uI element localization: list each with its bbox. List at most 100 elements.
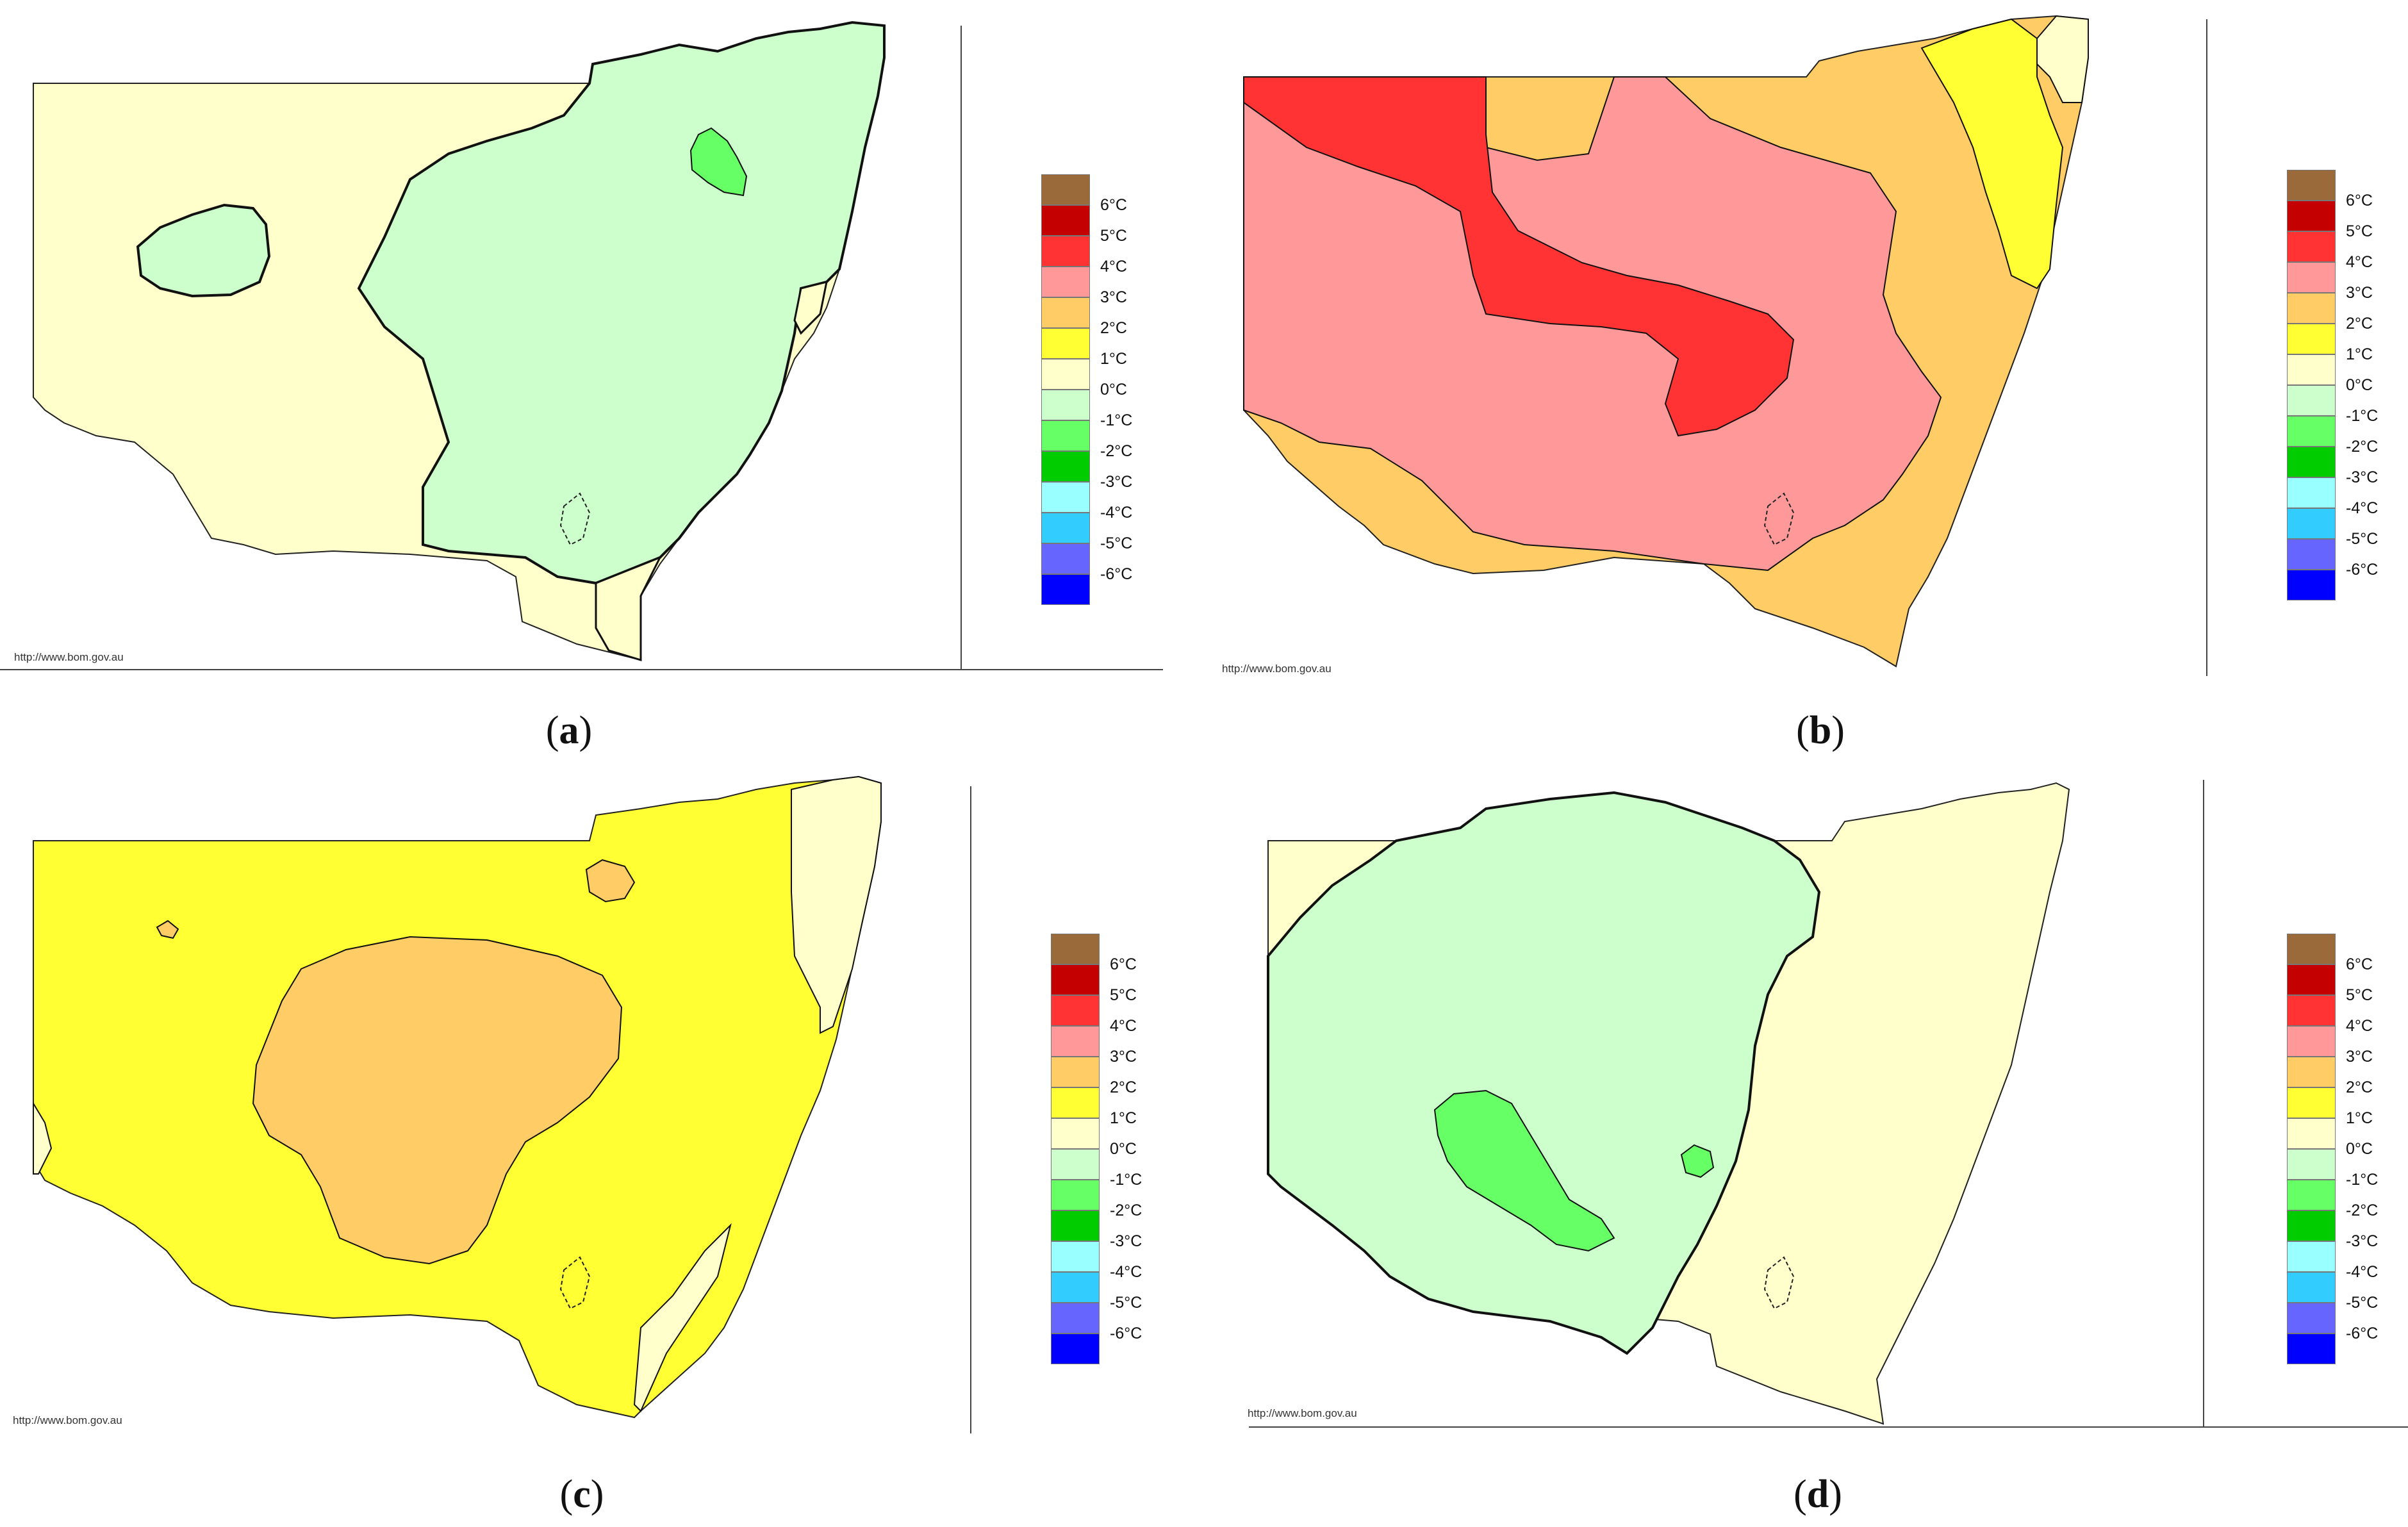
legend-label-c-3: 3°C (1110, 1048, 1137, 1066)
legend-label-a-9: -3°C (1100, 473, 1133, 491)
legend-label-b-9: -3°C (2346, 468, 2379, 486)
legend-swatch-d-5 (2287, 1087, 2336, 1118)
zone-orange-north (585, 859, 636, 903)
legend-swatch-a-10 (1041, 482, 1090, 513)
alpine-outline-a (559, 492, 591, 546)
source-url-d: http://www.bom.gov.au (1248, 1407, 1357, 1419)
legend-swatch-b-3 (2287, 262, 2336, 293)
legend-swatch-d-6 (2287, 1118, 2336, 1149)
legend-swatch-a-8 (1041, 420, 1090, 451)
legend-swatch-b-12 (2287, 539, 2336, 570)
legend-swatch-a-5 (1041, 328, 1090, 359)
zone-orange-center (252, 936, 623, 1265)
legend-label-b-3: 3°C (2346, 284, 2373, 302)
nsw-map-b (1243, 15, 2207, 676)
legend-label-a-3: 3°C (1100, 288, 1127, 306)
legend-swatch-d-10 (2287, 1241, 2336, 1272)
legend-swatch-d-9 (2287, 1210, 2336, 1241)
legend-label-b-0: 6°C (2346, 192, 2373, 210)
legend-label-a-11: -5°C (1100, 534, 1133, 552)
legend-swatch-b-10 (2287, 477, 2336, 508)
legend-label-d-12: -6°C (2346, 1325, 2379, 1342)
legend-label-b-6: 0°C (2346, 376, 2373, 394)
nsw-map-a (0, 21, 1163, 670)
caption-a: (a) (545, 709, 593, 752)
legend-swatch-a-13 (1041, 574, 1090, 605)
legend-swatch-c-7 (1051, 1149, 1100, 1180)
legend-swatch-c-1 (1051, 964, 1100, 995)
source-url-a: http://www.bom.gov.au (14, 651, 124, 663)
legend-swatch-a-11 (1041, 513, 1090, 543)
zone-cream-southeast-c (633, 1223, 732, 1412)
legend-swatch-a-2 (1041, 236, 1090, 267)
legend-swatch-c-3 (1051, 1026, 1100, 1057)
legend-swatch-a-1 (1041, 205, 1090, 236)
legend-swatch-b-11 (2287, 508, 2336, 539)
legend-label-a-4: 2°C (1100, 319, 1127, 337)
legend-label-d-2: 4°C (2346, 1017, 2373, 1035)
zone-yellow-northeast (1920, 18, 2064, 290)
legend-label-b-10: -4°C (2346, 499, 2379, 517)
legend-swatch-c-13 (1051, 1333, 1100, 1364)
legend-label-a-12: -6°C (1100, 565, 1133, 583)
legend-label-d-6: 0°C (2346, 1140, 2373, 1158)
legend-swatch-c-4 (1051, 1057, 1100, 1087)
legend-swatch-a-0 (1041, 174, 1090, 205)
temperature-anomaly-zones-c (33, 775, 882, 1419)
legend-swatch-c-11 (1051, 1272, 1100, 1303)
legend-label-d-3: 3°C (2346, 1048, 2373, 1066)
legend-swatch-b-8 (2287, 416, 2336, 447)
alpine-outline-d (1763, 1256, 1795, 1310)
legend-swatch-b-4 (2287, 293, 2336, 324)
map-panel-a: http://www.bom.gov.au 6°C 5°C 4°C 3°C 2°C 1°C… (0, 0, 1204, 764)
legend-swatch-c-9 (1051, 1210, 1100, 1241)
legend-swatch-d-7 (2287, 1149, 2336, 1180)
legend-label-c-12: -6°C (1110, 1325, 1142, 1342)
zone-cream-coast-patch (793, 280, 828, 335)
legend-label-b-8: -2°C (2346, 438, 2379, 456)
map-panel-c: http://www.bom.gov.au 6°C 5°C 4°C 3°C 2°C 1°C… (0, 764, 1204, 1527)
temperature-anomaly-zones-b (1243, 15, 2089, 668)
legend-swatch-d-1 (2287, 964, 2336, 995)
legend-label-a-10: -4°C (1100, 504, 1133, 522)
legend-swatch-d-11 (2287, 1272, 2336, 1303)
alpine-outline-b (1763, 492, 1795, 546)
nsw-map-c (33, 775, 971, 1433)
source-url-c: http://www.bom.gov.au (13, 1414, 122, 1426)
source-url-b: http://www.bom.gov.au (1222, 663, 1332, 675)
zone-cream-west-edge (33, 1101, 53, 1175)
zone-cream-northeast (2036, 15, 2089, 103)
legend-label-c-0: 6°C (1110, 955, 1137, 973)
legend-swatch-d-4 (2287, 1057, 2336, 1087)
legend-label-c-8: -2°C (1110, 1201, 1142, 1219)
legend-swatch-d-3 (2287, 1026, 2336, 1057)
legend-label-c-9: -3°C (1110, 1232, 1142, 1250)
legend-label-c-11: -5°C (1110, 1294, 1142, 1312)
legend-label-b-12: -6°C (2346, 561, 2379, 579)
zone-green-small-d (1680, 1144, 1715, 1178)
zone-orange-small-west (156, 920, 179, 939)
legend-swatch-c-8 (1051, 1180, 1100, 1210)
caption-letter-d: d (1806, 1473, 1829, 1516)
legend-swatch-d-8 (2287, 1180, 2336, 1210)
legend-label-c-6: 0°C (1110, 1140, 1137, 1158)
legend-label-c-5: 1°C (1110, 1109, 1137, 1127)
temperature-anomaly-zones-d (1267, 782, 2070, 1425)
legend-label-c-4: 2°C (1110, 1078, 1137, 1096)
legend-swatch-a-4 (1041, 297, 1090, 328)
caption-letter-c: c (573, 1473, 591, 1516)
legend-label-d-8: -2°C (2346, 1201, 2379, 1219)
legend-swatch-c-10 (1051, 1241, 1100, 1272)
temperature-anomaly-zones-a (33, 21, 886, 662)
legend-swatch-b-5 (2287, 324, 2336, 354)
legend-swatch-b-6 (2287, 354, 2336, 385)
caption-letter-a: a (559, 709, 579, 752)
legend-label-b-11: -5°C (2346, 530, 2379, 548)
legend-label-d-7: -1°C (2346, 1171, 2379, 1189)
legend-label-c-7: -1°C (1110, 1171, 1142, 1189)
zone-red-band (1243, 76, 1795, 437)
zone-light-green-east (357, 21, 886, 585)
legend-label-a-7: -1°C (1100, 411, 1133, 429)
legend-swatch-a-6 (1041, 359, 1090, 390)
caption-letter-b: b (1809, 709, 1832, 752)
